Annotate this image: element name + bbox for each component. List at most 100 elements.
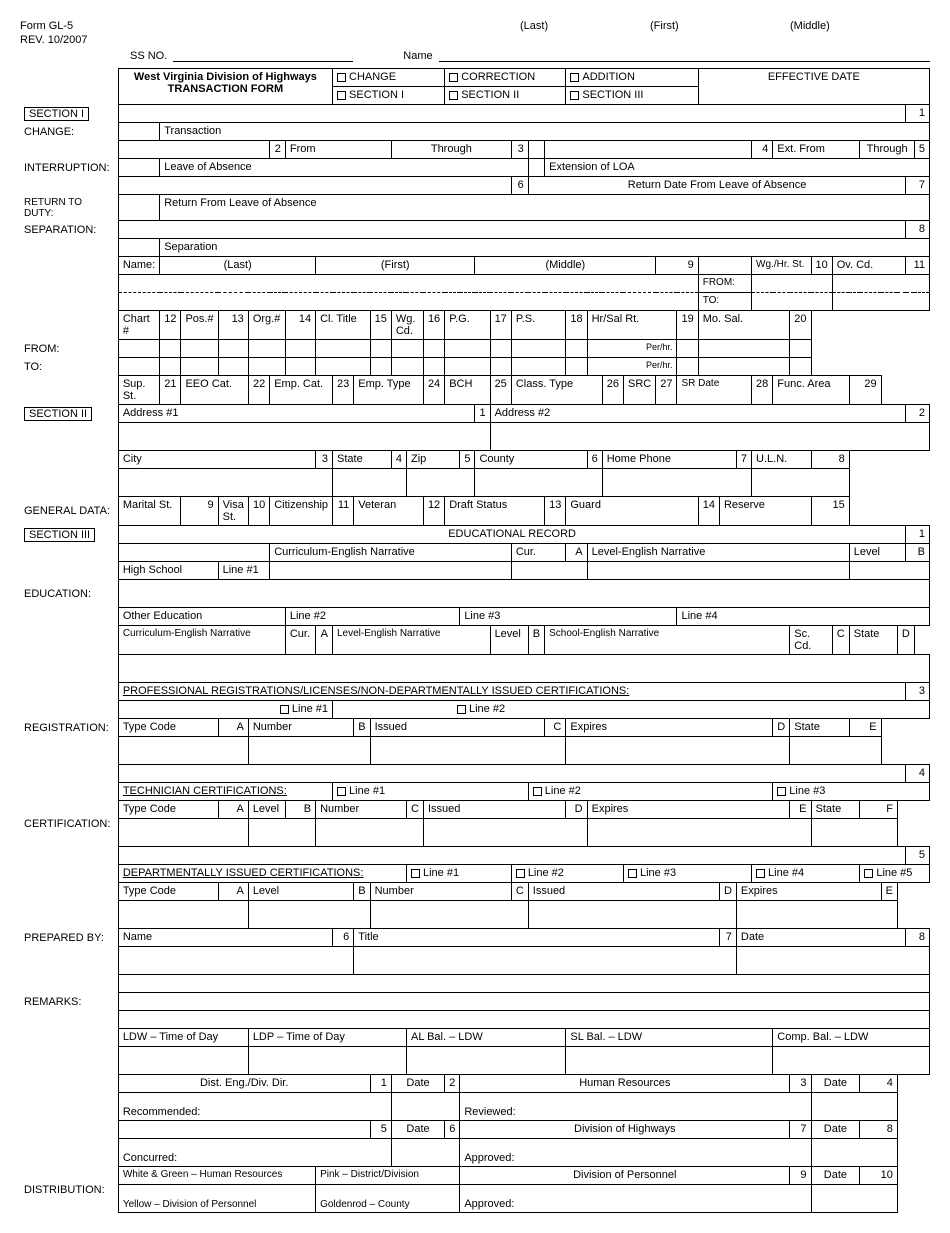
remarks-row3 <box>20 1011 930 1029</box>
sec2-city-row: City 3 State 4 Zip 5 County 6 Home Phone… <box>20 451 930 469</box>
level2-label: Level <box>490 626 528 655</box>
reg-line1-checkbox[interactable] <box>280 705 289 714</box>
veteran-label: Veteran <box>354 497 424 526</box>
doh-sig: Division of Highways <box>460 1121 790 1139</box>
s2-num-2: 2 <box>906 405 930 423</box>
ss-name-row: SS NO. Name <box>20 48 930 62</box>
num-17: 17 <box>490 311 511 340</box>
sl-bal: SL Bal. – LDW <box>566 1029 773 1047</box>
preparedby-left: PREPARED BY: <box>20 929 118 947</box>
sec1-header-row: SECTION I 1 <box>20 105 930 123</box>
section3-badge: SECTION III <box>24 528 95 542</box>
curren2-label: Curriculum-English Narrative <box>118 626 285 655</box>
approved2: Approved: <box>460 1185 811 1213</box>
ssno-input[interactable] <box>173 48 353 62</box>
dc-line4-checkbox[interactable] <box>756 869 765 878</box>
addr1-label: Address #1 <box>118 405 475 423</box>
name-row: Name: (Last) (First) (Middle) 9 Wg./Hr. … <box>20 257 930 275</box>
letter-C4: C <box>511 883 528 901</box>
s2-num-6: 6 <box>587 451 602 469</box>
sec3-curr-row: Curriculum-English Narrative Cur. A Leve… <box>20 544 930 562</box>
sec2-label: SECTION II <box>461 89 519 101</box>
num-28: 28 <box>752 376 773 405</box>
addition-checkbox[interactable] <box>570 73 579 82</box>
sec3-hs-row: High School Line #1 <box>20 562 930 580</box>
tc-line2-checkbox[interactable] <box>533 787 542 796</box>
from-left: FROM: <box>20 340 118 358</box>
num-24: 24 <box>423 376 444 405</box>
eff-date-label: EFFECTIVE DATE <box>698 69 929 105</box>
hdr-last: (Last) <box>520 20 650 32</box>
num-4: 4 <box>752 141 773 159</box>
name-last: (Last) <box>160 257 316 275</box>
correction-checkbox[interactable] <box>449 73 458 82</box>
techcert-num-row: 4 <box>20 765 930 783</box>
sec2-addr-input-row <box>20 423 930 451</box>
separation-left: SEPARATION: <box>20 221 118 239</box>
techcert-hdr: TECHNICIAN CERTIFICATIONS: <box>123 785 287 797</box>
s2-num-15: 15 <box>811 497 849 526</box>
to-small: TO: <box>698 293 751 311</box>
sec3-checkbox[interactable] <box>570 91 579 100</box>
pg-label: P.G. <box>445 311 490 340</box>
num-22: 22 <box>248 376 269 405</box>
prepby-row: PREPARED BY: Name 6 Title 7 Date 8 <box>20 929 930 947</box>
dc-line2: Line #2 <box>528 867 564 879</box>
sec2-checkbox[interactable] <box>449 91 458 100</box>
line3-label: Line #3 <box>460 608 677 626</box>
tc-expires: Expires <box>587 801 790 819</box>
letter-D4: D <box>719 883 736 901</box>
letter-E3: E <box>881 883 897 901</box>
tc-line3-checkbox[interactable] <box>777 787 786 796</box>
reg-line1: Line #1 <box>292 703 328 715</box>
line4-label: Line #4 <box>677 608 930 626</box>
num-16: 16 <box>423 311 444 340</box>
return-from-loa-label: Return From Leave of Absence <box>160 195 930 221</box>
techcert-input-row <box>20 819 930 847</box>
s3-num-8: 8 <box>906 929 930 947</box>
sec1-checkbox[interactable] <box>337 91 346 100</box>
sec3-curr2-row: Curriculum-English Narrative Cur. A Leve… <box>20 626 930 655</box>
s2-num-3: 3 <box>316 451 333 469</box>
letter-B1: B <box>906 544 930 562</box>
balances-row: LDW – Time of Day LDP – Time of Day AL B… <box>20 1029 930 1047</box>
letter-B4: B <box>285 801 315 819</box>
dc-line3-checkbox[interactable] <box>628 869 637 878</box>
sig-num-6: 6 <box>445 1121 460 1139</box>
title-row-1: West Virginia Division of Highways TRANS… <box>20 69 930 87</box>
uln-label: U.L.N. <box>752 451 811 469</box>
dc-line2-checkbox[interactable] <box>516 869 525 878</box>
srdate-label: SR Date <box>677 376 752 405</box>
hr-sig: Human Resources <box>460 1075 790 1093</box>
tc-line2: Line #2 <box>545 785 581 797</box>
othered-label: Other Education <box>118 608 285 626</box>
state3-label: State <box>849 626 897 655</box>
name-input[interactable] <box>439 48 930 62</box>
dc-line3: Line #3 <box>640 867 676 879</box>
typecode-label: Type Code <box>118 719 218 737</box>
letter-B5: B <box>354 883 370 901</box>
hdr-middle: (Middle) <box>790 20 830 32</box>
section2-badge: SECTION II <box>24 407 92 421</box>
s2-num-4: 4 <box>391 451 406 469</box>
lvlen2-label: Level-English Narrative <box>333 626 491 655</box>
date-sig4: Date <box>811 1121 860 1139</box>
deptcert-row: Type Code A Level B Number C Issued D Ex… <box>20 883 930 901</box>
state-reg-label: State <box>790 719 849 737</box>
dist-row1: DISTRIBUTION: White & Green – Human Reso… <box>20 1167 930 1185</box>
dc-line1-checkbox[interactable] <box>411 869 420 878</box>
sig-num-1: 1 <box>370 1075 391 1093</box>
change-checkbox[interactable] <box>337 73 346 82</box>
bch-label: BCH <box>445 376 490 405</box>
org-title: West Virginia Division of Highways <box>123 71 328 83</box>
s3-num-4: 4 <box>906 765 930 783</box>
separation-label: Separation <box>160 239 930 257</box>
reg-input-row <box>20 737 930 765</box>
letter-E1: E <box>849 719 881 737</box>
sec3-label: SECTION III <box>582 89 643 101</box>
reg-line2-checkbox[interactable] <box>457 705 466 714</box>
dist-yellow: Yellow – Division of Personnel <box>118 1185 315 1213</box>
dc-line5-checkbox[interactable] <box>864 869 873 878</box>
emptype-label: Emp. Type <box>354 376 424 405</box>
tc-line1-checkbox[interactable] <box>337 787 346 796</box>
